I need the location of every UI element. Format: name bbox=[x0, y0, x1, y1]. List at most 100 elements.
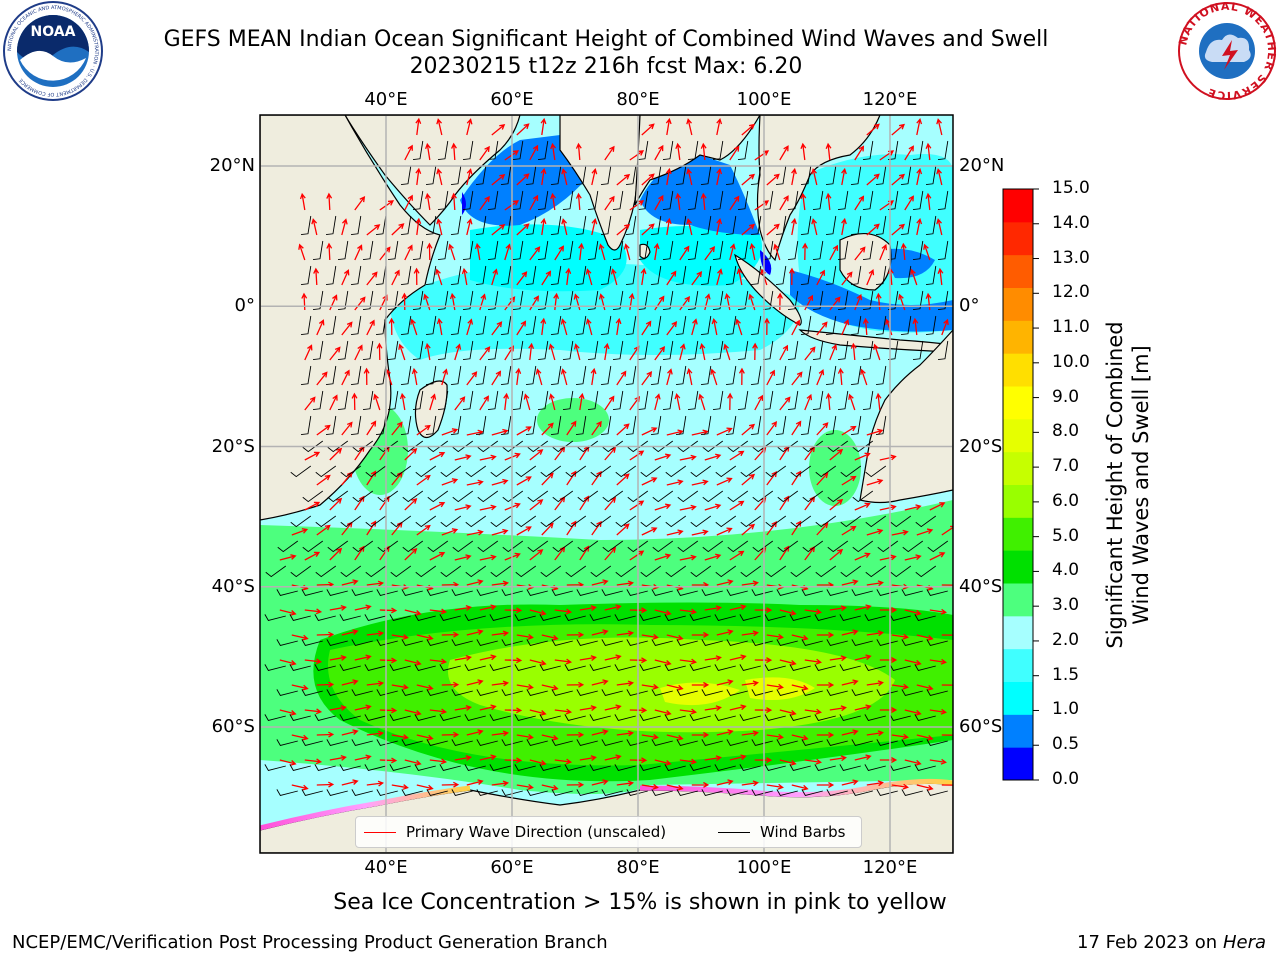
wind-barb bbox=[800, 165, 812, 186]
wind-barb bbox=[587, 390, 599, 411]
wind-barb bbox=[526, 689, 548, 696]
wave-arrow bbox=[550, 192, 557, 211]
wave-arrow bbox=[629, 150, 645, 161]
wave-arrow bbox=[366, 319, 375, 336]
wind-barb bbox=[327, 540, 349, 553]
wind-barb bbox=[300, 365, 312, 386]
wave-arrow bbox=[804, 758, 822, 765]
colorbar-label-3: 1.5 bbox=[1052, 664, 1080, 685]
wave-arrow bbox=[341, 729, 359, 736]
wave-arrow bbox=[441, 731, 460, 738]
wind-barb bbox=[489, 614, 511, 621]
wind-barb bbox=[452, 490, 474, 503]
wind-barb bbox=[675, 265, 687, 286]
wind-barb bbox=[675, 365, 687, 386]
wind-barb bbox=[515, 465, 537, 478]
wind-barb bbox=[264, 614, 286, 621]
lat-label-left-1: 0° bbox=[234, 295, 255, 317]
wind-barb bbox=[440, 515, 462, 528]
wind-barb bbox=[575, 315, 587, 336]
wave-arrow bbox=[604, 195, 615, 211]
wave-arrow bbox=[616, 173, 631, 186]
wave-arrow bbox=[679, 554, 697, 561]
wave-arrow bbox=[399, 392, 406, 411]
wave-arrow bbox=[904, 504, 922, 511]
wave-arrow bbox=[301, 292, 308, 311]
wind-barb bbox=[375, 415, 387, 436]
wind-barb bbox=[727, 490, 749, 503]
wind-barb bbox=[902, 540, 924, 553]
wind-barb bbox=[901, 689, 923, 696]
wind-barb bbox=[800, 415, 812, 436]
wave-arrow bbox=[504, 243, 512, 261]
wave-arrow bbox=[491, 580, 510, 587]
wind-barb bbox=[765, 565, 787, 578]
wave-arrow bbox=[503, 392, 510, 411]
wave-arrow bbox=[454, 343, 462, 361]
colorbar-label-1: 0.5 bbox=[1052, 734, 1080, 755]
wind-barb bbox=[589, 714, 611, 721]
wind-barb bbox=[787, 340, 799, 361]
wind-barb bbox=[476, 789, 498, 796]
wind-barb bbox=[264, 764, 286, 771]
wave-arrow bbox=[700, 192, 707, 211]
wind-barb bbox=[415, 565, 437, 578]
colorbar-label-11: 9.0 bbox=[1052, 386, 1080, 407]
wind-barb bbox=[875, 365, 887, 386]
wave-arrow bbox=[479, 654, 497, 661]
wave-arrow bbox=[679, 454, 697, 461]
wave-arrow bbox=[560, 318, 568, 336]
wave-arrow bbox=[479, 754, 497, 761]
wind-barb bbox=[525, 365, 537, 386]
wind-barb bbox=[401, 589, 423, 596]
wave-arrow bbox=[429, 708, 448, 715]
wind-barb bbox=[401, 689, 423, 696]
wave-arrow bbox=[541, 422, 554, 436]
wind-barb bbox=[751, 789, 773, 796]
colorbar-label-13: 11.0 bbox=[1052, 317, 1090, 338]
wave-arrow bbox=[885, 318, 893, 336]
wave-arrow bbox=[436, 218, 443, 236]
wind-barb bbox=[364, 614, 386, 621]
wave-arrow bbox=[716, 268, 723, 286]
wind-barb bbox=[651, 739, 673, 746]
wind-barb bbox=[814, 764, 836, 771]
colorbar-segment-1 bbox=[1003, 714, 1033, 748]
wave-arrow bbox=[925, 142, 932, 161]
wind-barb bbox=[437, 290, 449, 311]
wave-arrow bbox=[816, 682, 835, 688]
wave-arrow bbox=[866, 268, 875, 286]
wind-barb bbox=[427, 490, 449, 503]
wave-arrow bbox=[841, 629, 859, 636]
wave-arrow bbox=[441, 528, 459, 536]
wind-barb bbox=[451, 689, 473, 696]
wind-barb bbox=[675, 165, 687, 186]
wave-arrow bbox=[454, 755, 472, 761]
wave-arrow bbox=[766, 733, 784, 740]
wave-arrow bbox=[466, 118, 473, 136]
wind-barb bbox=[400, 415, 412, 436]
colorbar-frame bbox=[1002, 188, 1034, 781]
map-frame bbox=[259, 114, 954, 854]
wave-arrow bbox=[904, 759, 922, 766]
wind-barb bbox=[426, 689, 448, 696]
wave-arrow bbox=[729, 195, 740, 211]
wind-barb bbox=[576, 789, 598, 796]
wind-barb bbox=[451, 639, 473, 646]
wind-barb bbox=[802, 490, 824, 503]
wave-arrow bbox=[329, 294, 338, 311]
lon-label-top-4: 120°E bbox=[862, 89, 918, 110]
wind-barb bbox=[589, 614, 611, 621]
wind-barb bbox=[875, 165, 887, 186]
wind-barb bbox=[301, 689, 323, 696]
wind-barb bbox=[850, 315, 862, 336]
wave-arrow bbox=[591, 420, 602, 436]
wave-arrow bbox=[466, 629, 484, 636]
wind-barb bbox=[640, 515, 662, 528]
wave-arrow bbox=[316, 424, 331, 436]
wind-barb bbox=[714, 764, 736, 771]
wind-barb bbox=[701, 689, 723, 696]
wave-arrow bbox=[461, 267, 468, 286]
wind-barb bbox=[376, 689, 398, 696]
wind-barb bbox=[850, 415, 862, 436]
